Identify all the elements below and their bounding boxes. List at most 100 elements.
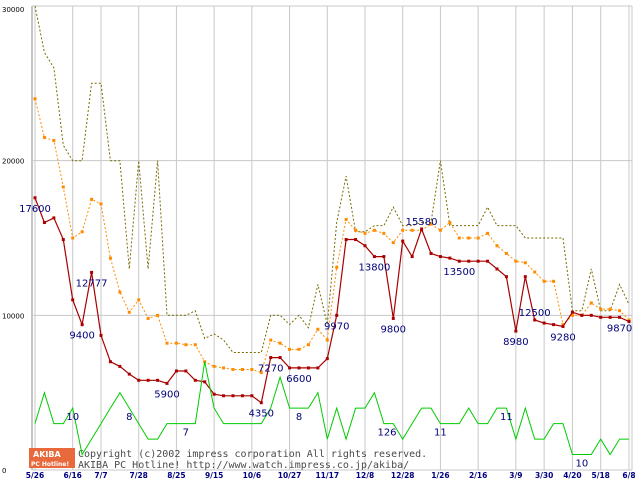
series-average-marker	[61, 185, 65, 189]
series-lines	[33, 5, 631, 456]
series-average-marker	[542, 279, 546, 283]
series-average-marker	[212, 364, 216, 368]
series-minimum-marker	[108, 360, 112, 364]
series-minimum-marker	[90, 270, 94, 274]
series-minimum-marker	[504, 275, 508, 279]
series-average-marker	[137, 298, 141, 302]
series-minimum-marker	[561, 324, 565, 328]
series-minimum-marker	[476, 259, 480, 263]
x-tick-label: 3/30	[535, 471, 553, 480]
min-price-label: 5900	[154, 389, 179, 400]
series-minimum-marker	[401, 239, 405, 243]
series-average-marker	[410, 228, 414, 232]
series-average-marker	[33, 97, 37, 101]
series-average-marker	[438, 228, 442, 232]
series-max-line	[34, 5, 630, 353]
min-price-label: 9870	[607, 323, 632, 334]
series-average-marker	[561, 323, 565, 327]
series-minimum-marker	[514, 329, 518, 333]
series-minimum-marker	[137, 378, 141, 382]
series-minimum-marker	[589, 313, 593, 317]
series-minimum-marker	[259, 401, 263, 405]
series-average-marker	[476, 236, 480, 240]
series-minimum-marker	[174, 369, 178, 373]
min-price-label: 12500	[519, 308, 551, 319]
series-average-marker	[344, 217, 348, 221]
series-average-marker	[533, 270, 537, 274]
x-tick-label: 7/7	[94, 471, 107, 480]
series-minimum-marker	[542, 321, 546, 325]
series-average-marker	[288, 347, 292, 351]
series-average-marker	[627, 318, 631, 322]
series-minimum-marker	[467, 259, 471, 263]
series-minimum-marker	[278, 356, 282, 360]
series-minimum-marker	[118, 364, 122, 368]
series-average-line	[34, 98, 630, 374]
series-minimum-marker	[250, 394, 254, 398]
y-tick-label: 20000	[2, 158, 24, 166]
series-average-marker	[250, 367, 254, 371]
min-price-label: 9800	[381, 324, 406, 335]
x-tick-label: 5/18	[592, 471, 610, 480]
series-average-marker	[372, 228, 376, 232]
x-tick-label: 12/8	[356, 471, 374, 480]
series-average-marker	[297, 347, 301, 351]
series-minimum-marker	[193, 378, 197, 382]
series-minimum-marker	[156, 378, 160, 382]
shop-count-label: 10	[66, 412, 79, 423]
x-tick-label: 7/28	[130, 471, 148, 480]
series-minimum-marker	[146, 378, 150, 382]
series-minimum-marker	[523, 275, 527, 279]
series-average-marker	[448, 221, 452, 225]
series-minimum-marker	[71, 298, 75, 302]
watermark: AKIBA PC Hotline! Copyright (c)2002 impr…	[29, 448, 427, 471]
series-average-marker	[382, 231, 386, 235]
series-minimum-marker	[457, 259, 461, 263]
y-tick-label: 30000	[2, 6, 24, 14]
x-tick-label: 11/17	[315, 471, 339, 480]
series-average-marker	[52, 139, 56, 143]
series-average-marker	[429, 222, 433, 226]
shop-count-label: 10	[575, 459, 588, 470]
min-price-label: 9280	[550, 332, 575, 343]
series-average-marker	[391, 241, 395, 245]
series-average-marker	[156, 313, 160, 317]
min-price-label: 4350	[249, 409, 274, 420]
series-minimum-marker	[80, 323, 84, 327]
series-minimum-marker	[325, 357, 329, 361]
x-tick-label: 10/27	[278, 471, 302, 480]
series-shops-line	[34, 361, 629, 456]
copyright-line-2: AKIBA PC Hotline! http://www.watch.impre…	[78, 460, 409, 471]
series-average-marker	[335, 265, 339, 269]
copyright-line-1: Copyright (c)2002 impress corporation Al…	[78, 449, 427, 460]
min-price-label: 12777	[76, 278, 108, 289]
series-average-marker	[608, 307, 612, 311]
series-average-marker	[127, 310, 131, 314]
series-minimum-marker	[33, 196, 37, 200]
x-tick-label: 12/28	[391, 471, 415, 480]
series-average-marker	[552, 279, 556, 283]
series-minimum-marker	[410, 255, 414, 259]
shop-count-label: 11	[434, 428, 447, 439]
min-price-label: 8980	[503, 337, 528, 348]
x-tick-label: 8/25	[167, 471, 185, 480]
series-average-marker	[231, 367, 235, 371]
series-minimum-marker	[438, 255, 442, 259]
series-minimum-marker	[212, 392, 216, 396]
min-price-label: 9970	[324, 321, 349, 332]
series-average-marker	[504, 251, 508, 255]
series-average-marker	[363, 231, 367, 235]
series-minimum-marker	[184, 369, 188, 373]
series-minimum-marker	[495, 267, 499, 271]
min-price-label: 7270	[258, 364, 283, 375]
series-minimum-marker	[61, 238, 65, 242]
series-average-marker	[222, 366, 226, 370]
series-minimum-marker	[429, 251, 433, 255]
x-tick-label: 10/6	[243, 471, 261, 480]
series-average-marker	[42, 135, 46, 139]
series-minimum-marker	[165, 381, 169, 385]
series-average-marker	[523, 261, 527, 265]
min-price-label: 6600	[286, 374, 311, 385]
series-minimum-marker	[335, 313, 339, 317]
